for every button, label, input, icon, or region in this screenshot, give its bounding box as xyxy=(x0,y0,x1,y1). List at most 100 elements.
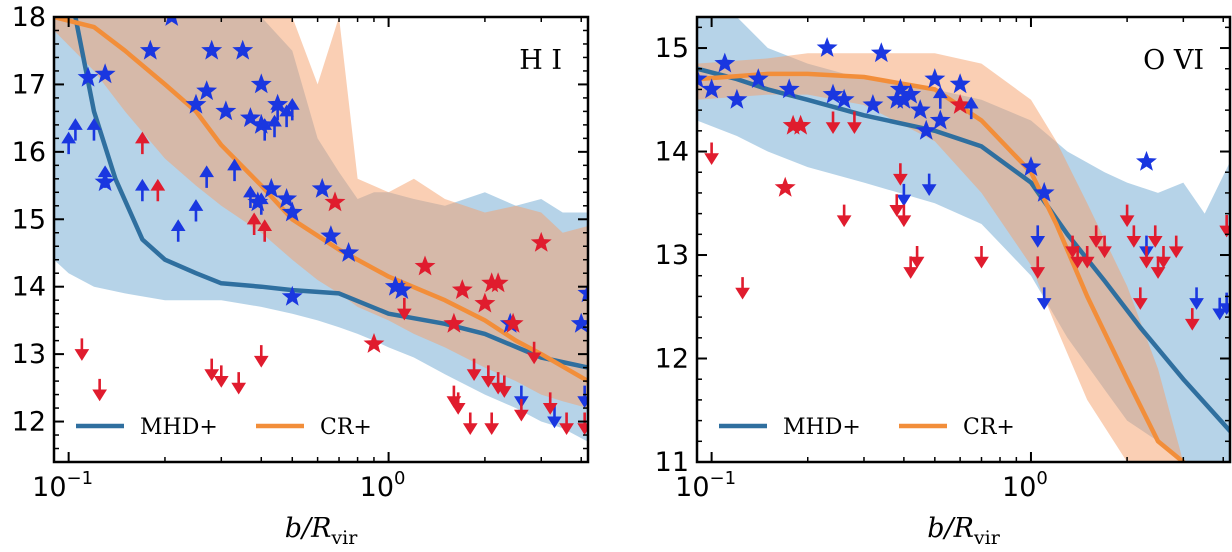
blue-down-arrow xyxy=(896,183,912,207)
panel-ovi: 11 12 13 14 15 10−1 100 O VI MHD+ CR+ b/Rvir xyxy=(655,15,1232,549)
red-star-point xyxy=(443,312,465,333)
red-up-arrow xyxy=(135,131,150,155)
blue-down-arrow xyxy=(1036,287,1052,310)
blue-star-point xyxy=(915,119,937,140)
blue-up-arrow xyxy=(68,118,83,141)
y-tick-label: 17 xyxy=(12,69,46,100)
blue-star-point xyxy=(391,279,413,299)
y-tick-label: 12 xyxy=(12,407,46,438)
blue-star-point xyxy=(909,99,931,119)
blue-star-point xyxy=(833,88,855,109)
blue-star-point xyxy=(311,177,333,198)
blue-down-arrow xyxy=(1030,225,1046,248)
blue-up-arrow xyxy=(227,158,242,182)
plot-area xyxy=(697,17,1230,462)
blue-star-point xyxy=(185,93,207,114)
legend-label: MHD+ xyxy=(783,415,861,440)
red-down-arrow xyxy=(484,412,500,435)
blue-star-point xyxy=(281,201,303,222)
blue-up-arrow xyxy=(199,165,215,188)
red-down-arrow xyxy=(496,375,512,398)
red-down-arrow xyxy=(92,378,107,402)
red-star-point xyxy=(363,333,385,353)
red-down-arrow xyxy=(889,194,905,217)
blue-up-arrow xyxy=(253,192,269,215)
blue-star-point xyxy=(697,68,708,88)
x-axis-label: b/Rvir xyxy=(927,513,1001,549)
red-star-point xyxy=(774,176,796,197)
y-tick-label: 13 xyxy=(655,240,689,271)
red-star-point xyxy=(474,292,496,313)
blue-star-point xyxy=(201,39,223,60)
red-down-arrow xyxy=(1184,308,1200,331)
blue-up-arrow xyxy=(963,96,979,120)
blue-star-point xyxy=(893,88,915,109)
red-down-arrow xyxy=(1070,246,1085,269)
cr-median-line xyxy=(54,17,588,384)
red-up-arrow xyxy=(150,178,166,202)
panel-label: O VI xyxy=(1143,45,1204,76)
blue-up-arrow xyxy=(284,97,300,121)
blue-star-point xyxy=(1136,150,1157,171)
blue-up-arrow xyxy=(188,199,204,222)
panel-label: H I xyxy=(519,45,562,76)
blue-star-point xyxy=(94,63,116,84)
blue-star-point xyxy=(281,285,303,306)
red-down-arrow xyxy=(1088,225,1104,248)
red-down-arrow xyxy=(974,246,989,269)
mhd-median-line xyxy=(697,66,1230,434)
blue-star-point xyxy=(139,39,161,60)
red-down-arrow xyxy=(450,392,466,415)
legend-label: CR+ xyxy=(963,415,1015,440)
blue-down-arrow xyxy=(514,385,529,409)
blue-star-point xyxy=(900,83,922,104)
blue-star-point xyxy=(260,177,282,198)
blue-star-point xyxy=(1020,156,1042,176)
blue-star-point xyxy=(822,83,844,104)
blue-star-point xyxy=(232,39,254,60)
y-tick-label: 14 xyxy=(655,137,689,168)
red-down-arrow xyxy=(847,111,862,134)
red-star-point xyxy=(487,272,509,293)
y-tick-label: 11 xyxy=(655,447,689,478)
red-down-arrow xyxy=(480,365,496,388)
blue-star-point xyxy=(701,78,723,99)
blue-up-arrow xyxy=(97,165,113,188)
blue-down-arrow xyxy=(921,173,937,197)
red-down-arrow xyxy=(893,163,908,186)
blue-star-point xyxy=(338,242,360,262)
red-star-point xyxy=(414,255,436,276)
blue-star-point xyxy=(949,73,971,94)
red-down-arrow xyxy=(1168,235,1184,259)
axes-frame xyxy=(52,15,590,464)
red-up-arrow xyxy=(257,219,273,242)
blue-up-arrow xyxy=(270,97,285,121)
red-star-point xyxy=(790,114,812,135)
blue-star-point xyxy=(577,282,588,303)
y-tick-label: 15 xyxy=(655,33,689,64)
legend-label: MHD+ xyxy=(140,415,218,440)
red-down-arrow xyxy=(253,345,269,368)
red-star-point xyxy=(530,231,552,252)
axes-frame xyxy=(695,15,1232,464)
red-down-arrow xyxy=(896,204,912,228)
red-star-point xyxy=(451,279,473,299)
blue-star-point xyxy=(165,17,179,26)
y-tick-label: 18 xyxy=(12,2,46,33)
red-down-arrow xyxy=(704,142,719,165)
x-axis-label: b/Rvir xyxy=(285,513,359,549)
x-tick-label: 100 xyxy=(1002,468,1048,503)
red-star-point xyxy=(502,312,524,333)
red-down-arrow xyxy=(1065,235,1080,259)
red-down-arrow xyxy=(903,256,918,279)
blue-up-arrow xyxy=(279,104,294,128)
blue-star-point xyxy=(714,52,736,73)
red-down-arrow xyxy=(396,297,412,321)
blue-star-point xyxy=(77,66,99,87)
blue-up-arrow xyxy=(267,114,282,138)
blue-star-point xyxy=(778,78,800,99)
blue-star-point xyxy=(384,275,406,296)
plot-area xyxy=(54,17,588,442)
blue-star-point xyxy=(196,80,218,101)
x-tick-label: 100 xyxy=(360,468,406,503)
